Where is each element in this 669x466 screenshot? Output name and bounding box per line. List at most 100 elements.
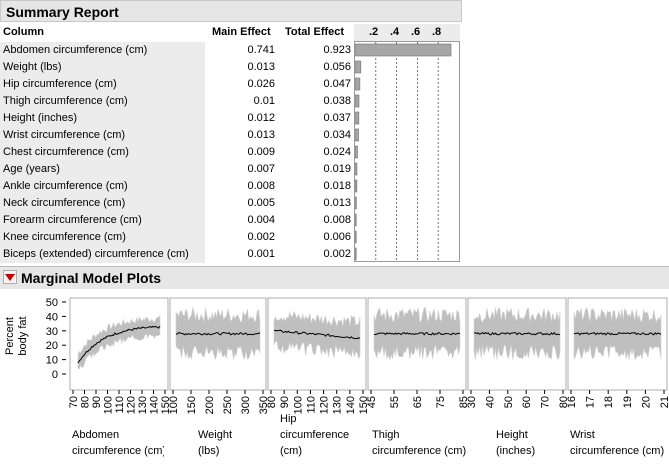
main-effect-value: 0.008 [247, 180, 275, 192]
x-axis-name: circumference (cm) [570, 445, 665, 457]
column-header[interactable]: Column [3, 26, 44, 38]
y-tick-label: 30 [46, 326, 58, 338]
y-tick-label: 20 [46, 340, 58, 352]
x-tick-label: 40 [484, 396, 496, 408]
x-tick-label: 100 [292, 396, 304, 414]
total-effect-bar [354, 213, 357, 227]
total-effect-bar [354, 77, 361, 91]
x-tick-label: 110 [114, 396, 126, 414]
row-label: Biceps (extended) circumference (cm) [3, 248, 189, 260]
marginal-plot-frame [69, 297, 169, 391]
x-tick-label: 55 [389, 396, 401, 408]
x-tick-label: 21 [659, 396, 669, 408]
bar-tick-label: .6 [411, 26, 421, 38]
model-fit-line [176, 331, 261, 336]
x-tick-label: 45 [366, 396, 378, 408]
total-effect-value: 0.047 [323, 78, 351, 90]
x-tick-label: 80 [80, 396, 92, 408]
x-tick-label: 150 [358, 396, 370, 414]
row-label: Abdomen circumference (cm) [3, 44, 148, 56]
x-tick-label: 130 [332, 396, 344, 414]
marginal-band [77, 314, 161, 370]
x-tick-label: 80 [266, 396, 278, 408]
main-effect-value: 0.001 [247, 248, 275, 260]
x-tick-label: 75 [435, 396, 447, 408]
y-tick-label: 50 [46, 297, 58, 309]
row-label: Knee circumference (cm) [3, 231, 126, 243]
table-row: Abdomen circumference (cm) [0, 42, 205, 59]
x-axis-name: Height [496, 429, 528, 441]
x-axis-name: Abdomen [72, 429, 120, 441]
table-row: Knee circumference (cm) [0, 229, 205, 246]
x-tick-label: 130 [137, 396, 149, 414]
x-axis-name: Weight [198, 429, 233, 441]
total-effect-value: 0.006 [323, 231, 351, 243]
total-effect-value: 0.037 [323, 112, 351, 124]
main-effect-value: 0.007 [247, 163, 275, 175]
table-row: Weight (lbs) [0, 59, 205, 76]
section-divider [0, 266, 669, 267]
total-effect-bar [354, 196, 357, 210]
total-effect-bars [354, 42, 452, 261]
x-tick-label: 16 [566, 396, 578, 408]
main-effect-value: 0.012 [247, 112, 275, 124]
row-label: Height (inches) [3, 112, 77, 124]
total-effect-bar [354, 43, 452, 57]
table-row: Neck circumference (cm) [0, 195, 205, 212]
main-effect-value: 0.01 [253, 95, 275, 107]
marginal-model-plots-header[interactable]: Marginal Model Plots [0, 267, 669, 289]
row-label: Ankle circumference (cm) [3, 180, 128, 192]
x-axis-name: circumference [280, 429, 350, 441]
table-row: Ankle circumference (cm) [0, 178, 205, 195]
x-tick-label: 65 [412, 396, 424, 408]
x-tick-label: 17 [585, 396, 597, 408]
summary-report-header[interactable]: Summary Report [0, 0, 462, 22]
x-tick-label: 100 [103, 396, 115, 414]
x-tick-label: 18 [603, 396, 615, 408]
total-effect-bar [354, 179, 358, 193]
x-tick-label: 300 [240, 396, 252, 414]
total-effect-value: 0.056 [323, 61, 351, 73]
x-tick-label: 30 [466, 396, 478, 408]
total-effect-value: 0.923 [323, 44, 351, 56]
main-effect-header[interactable]: Main Effect [212, 26, 271, 38]
row-label: Thigh circumference (cm) [3, 95, 128, 107]
x-tick-label: 150 [160, 396, 172, 414]
total-effect-bar [354, 230, 357, 244]
row-label: Weight (lbs) [3, 61, 62, 73]
model-fit-line [374, 332, 461, 336]
y-tick-label: 0 [52, 369, 58, 381]
model-fit-line [273, 329, 361, 340]
x-axis-name: circumference (cm) [372, 445, 467, 457]
total-effect-value: 0.024 [323, 146, 351, 158]
x-axis-name: (lbs) [198, 445, 220, 457]
total-effect-value: 0.019 [323, 163, 351, 175]
total-effect-bar-chart [354, 41, 460, 262]
marginal-band [473, 307, 561, 360]
row-label: Forearm circumference (cm) [3, 214, 142, 226]
x-tick-label: 50 [503, 396, 515, 408]
total-effect-bar [354, 128, 359, 142]
total-effect-bar [354, 145, 358, 159]
main-effect-value: 0.009 [247, 146, 275, 158]
model-fit-line [77, 325, 161, 364]
disclosure-button[interactable] [3, 270, 17, 284]
total-effect-value: 0.013 [323, 197, 351, 209]
x-axis-name: (cm) [280, 445, 302, 457]
x-tick-label: 140 [149, 396, 161, 414]
total-effect-bar [354, 94, 360, 108]
x-tick-label: 20 [640, 396, 652, 408]
total-effect-header[interactable]: Total Effect [285, 26, 345, 38]
main-effect-value: 0.013 [247, 61, 275, 73]
marginal-band [273, 310, 361, 360]
model-fit-line [473, 331, 561, 336]
row-label: Chest circumference (cm) [3, 146, 129, 158]
x-tick-label: 350 [258, 396, 270, 414]
x-tick-label: 85 [458, 396, 470, 408]
total-effect-value: 0.034 [323, 129, 351, 141]
table-row: Chest circumference (cm) [0, 144, 205, 161]
bar-tick-label: .4 [390, 26, 400, 38]
table-row: Height (inches) [0, 110, 205, 127]
y-tick-label: 40 [46, 311, 58, 323]
